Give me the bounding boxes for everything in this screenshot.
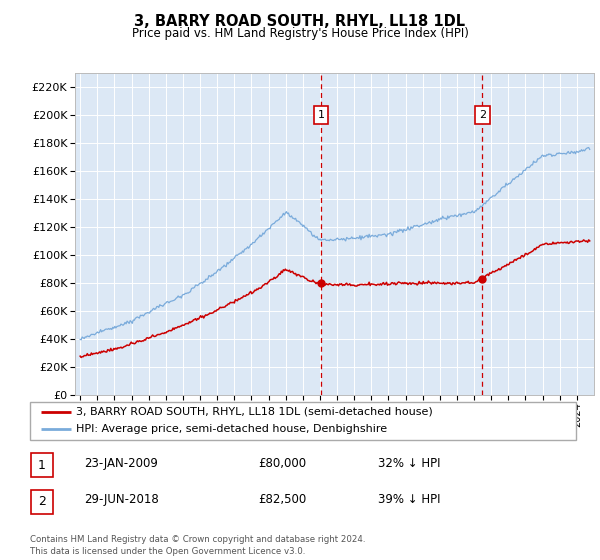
Text: 3, BARRY ROAD SOUTH, RHYL, LL18 1DL (semi-detached house): 3, BARRY ROAD SOUTH, RHYL, LL18 1DL (sem… [76, 407, 433, 417]
Text: 23-JAN-2009: 23-JAN-2009 [84, 456, 158, 470]
Text: 1: 1 [38, 459, 46, 472]
Text: 2: 2 [38, 495, 46, 508]
Text: 3, BARRY ROAD SOUTH, RHYL, LL18 1DL: 3, BARRY ROAD SOUTH, RHYL, LL18 1DL [134, 14, 466, 29]
Text: 32% ↓ HPI: 32% ↓ HPI [378, 456, 440, 470]
Text: Price paid vs. HM Land Registry's House Price Index (HPI): Price paid vs. HM Land Registry's House … [131, 27, 469, 40]
Text: HPI: Average price, semi-detached house, Denbighshire: HPI: Average price, semi-detached house,… [76, 424, 388, 435]
Text: Contains HM Land Registry data © Crown copyright and database right 2024.
This d: Contains HM Land Registry data © Crown c… [30, 535, 365, 556]
Text: 2: 2 [479, 110, 486, 120]
Text: 39% ↓ HPI: 39% ↓ HPI [378, 493, 440, 506]
Text: 1: 1 [317, 110, 325, 120]
Text: 29-JUN-2018: 29-JUN-2018 [84, 493, 159, 506]
Text: £80,000: £80,000 [258, 456, 306, 470]
Text: £82,500: £82,500 [258, 493, 306, 506]
